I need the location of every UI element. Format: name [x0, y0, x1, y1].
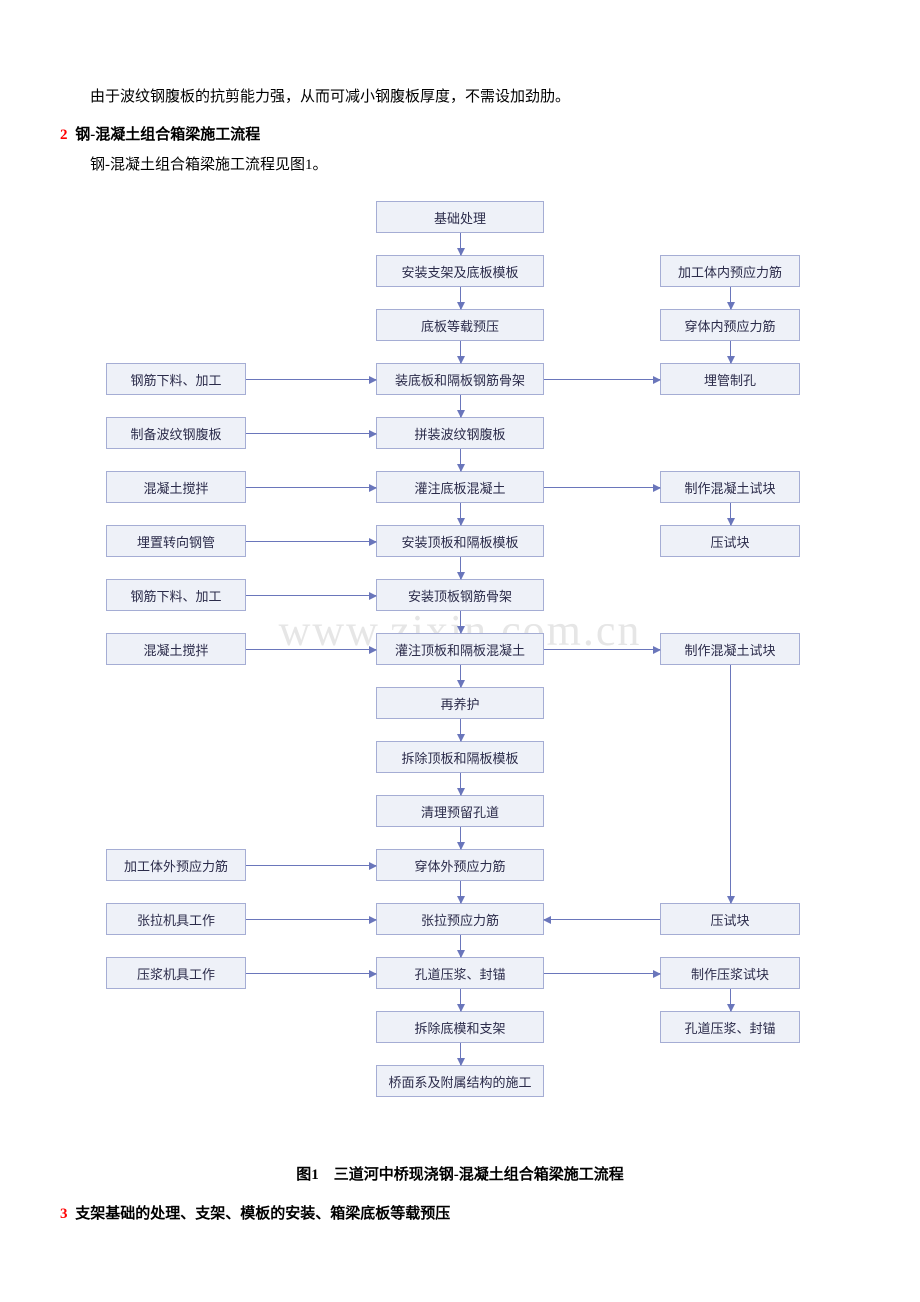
right-step-14: 制作压浆试块 [660, 957, 800, 989]
section-2-paragraph: 钢-混凝土组合箱梁施工流程见图1。 [60, 152, 860, 179]
arrow-horizontal [544, 649, 660, 650]
arrow-down [460, 935, 461, 957]
right-step-3: 埋管制孔 [660, 363, 800, 395]
arrow-down [730, 287, 731, 309]
arrow-down [460, 233, 461, 255]
left-step-5: 混凝土搅拌 [106, 471, 246, 503]
section-3-heading: 3 支架基础的处理、支架、模板的安装、箱梁底板等载预压 [60, 1202, 860, 1223]
left-step-12: 加工体外预应力筋 [106, 849, 246, 881]
arrow-horizontal [544, 487, 660, 488]
center-step-10: 拆除顶板和隔板模板 [376, 741, 544, 773]
left-step-14: 压浆机具工作 [106, 957, 246, 989]
arrow-down [460, 611, 461, 633]
right-step-13: 压试块 [660, 903, 800, 935]
left-step-6: 埋置转向钢管 [106, 525, 246, 557]
arrow-down [730, 989, 731, 1011]
section-2-title: 钢-混凝土组合箱梁施工流程 [75, 127, 260, 143]
section-3-number: 3 [60, 1206, 68, 1222]
flowchart: www.zixin.com.cn 基础处理安装支架及底板模板底板等载预压装底板和… [60, 189, 860, 1149]
arrow-down [460, 773, 461, 795]
center-step-12: 穿体外预应力筋 [376, 849, 544, 881]
arrow-horizontal [246, 649, 376, 650]
arrow-horizontal [544, 973, 660, 974]
arrow-horizontal [246, 379, 376, 380]
arrow-down [460, 341, 461, 363]
left-step-4: 制备波纹钢腹板 [106, 417, 246, 449]
right-step-1: 加工体内预应力筋 [660, 255, 800, 287]
center-step-8: 灌注顶板和隔板混凝土 [376, 633, 544, 665]
arrow-horizontal [246, 865, 376, 866]
arrow-down [730, 503, 731, 525]
intro-paragraph: 由于波纹钢腹板的抗剪能力强，从而可减小钢腹板厚度，不需设加劲肋。 [60, 84, 860, 111]
arrow-down [460, 287, 461, 309]
arrow-down [460, 827, 461, 849]
arrow-horizontal [246, 487, 376, 488]
right-step-15: 孔道压浆、封锚 [660, 1011, 800, 1043]
center-step-2: 底板等载预压 [376, 309, 544, 341]
arrow-down [460, 989, 461, 1011]
right-step-6: 压试块 [660, 525, 800, 557]
connector-vertical [730, 665, 731, 903]
center-step-5: 灌注底板混凝土 [376, 471, 544, 503]
arrow-horizontal [246, 433, 376, 434]
arrow-horizontal [544, 379, 660, 380]
arrow-down [730, 341, 731, 363]
center-step-16: 桥面系及附属结构的施工 [376, 1065, 544, 1097]
arrow-horizontal [246, 595, 376, 596]
arrow-horizontal [246, 919, 376, 920]
arrow-horizontal [246, 541, 376, 542]
arrow-down [460, 881, 461, 903]
center-step-4: 拼装波纹钢腹板 [376, 417, 544, 449]
section-2-heading: 2 钢-混凝土组合箱梁施工流程 [60, 123, 860, 144]
left-step-13: 张拉机具工作 [106, 903, 246, 935]
center-step-1: 安装支架及底板模板 [376, 255, 544, 287]
center-step-9: 再养护 [376, 687, 544, 719]
arrow-down [460, 503, 461, 525]
arrow-down [460, 449, 461, 471]
center-step-15: 拆除底模和支架 [376, 1011, 544, 1043]
right-step-2: 穿体内预应力筋 [660, 309, 800, 341]
center-step-13: 张拉预应力筋 [376, 903, 544, 935]
arrow-horizontal [246, 973, 376, 974]
center-step-14: 孔道压浆、封锚 [376, 957, 544, 989]
arrow-down [460, 665, 461, 687]
arrow-down [460, 557, 461, 579]
section-3-title: 支架基础的处理、支架、模板的安装、箱梁底板等载预压 [75, 1206, 450, 1222]
center-step-7: 安装顶板钢筋骨架 [376, 579, 544, 611]
center-step-0: 基础处理 [376, 201, 544, 233]
arrow-horizontal [544, 919, 660, 920]
center-step-6: 安装顶板和隔板模板 [376, 525, 544, 557]
arrow-down [460, 1043, 461, 1065]
arrow-down [460, 719, 461, 741]
center-step-3: 装底板和隔板钢筋骨架 [376, 363, 544, 395]
right-step-5: 制作混凝土试块 [660, 471, 800, 503]
figure-caption: 图1 三道河中桥现浇钢-混凝土组合箱梁施工流程 [60, 1163, 860, 1184]
right-step-8: 制作混凝土试块 [660, 633, 800, 665]
center-step-11: 清理预留孔道 [376, 795, 544, 827]
left-step-8: 混凝土搅拌 [106, 633, 246, 665]
left-step-7: 钢筋下料、加工 [106, 579, 246, 611]
section-2-number: 2 [60, 127, 68, 143]
left-step-3: 钢筋下料、加工 [106, 363, 246, 395]
arrow-down [460, 395, 461, 417]
